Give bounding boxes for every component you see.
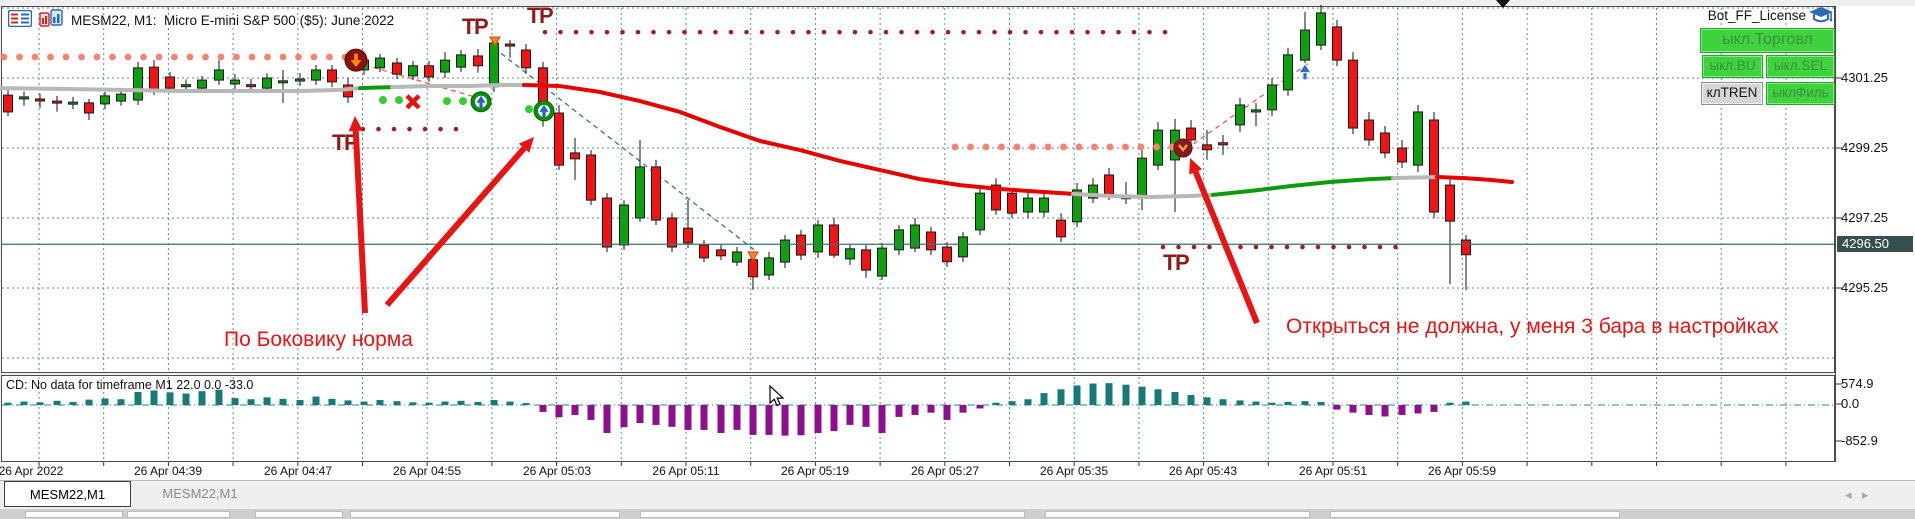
bottom-cell xyxy=(1330,511,1620,518)
indicator-tick-label: 0.0 xyxy=(1841,396,1860,411)
chart-windows-icon[interactable] xyxy=(39,9,64,32)
price-tick-label: 4301.25 xyxy=(1841,70,1888,85)
bottom-cell xyxy=(127,511,230,518)
time-tick-label: 26 Apr 05:43 xyxy=(1168,464,1238,478)
toggle-buy-button[interactable]: ыкл.BU xyxy=(1702,55,1763,78)
bottom-cell xyxy=(1045,511,1310,518)
time-tick-label: 26 Apr 2022 xyxy=(0,464,64,478)
current-price-badge: 4296.50 xyxy=(1837,236,1913,253)
time-tick-label: 26 Apr 04:55 xyxy=(392,464,462,478)
toggle-trend-button[interactable]: клTREN xyxy=(1701,82,1763,105)
scroll-end-marker-icon xyxy=(1496,0,1510,8)
tab-scroll-left-button[interactable]: ◂ xyxy=(1845,487,1852,502)
time-tick-label: 26 Apr 05:35 xyxy=(1039,464,1109,478)
tab-scroll-right-button[interactable]: ▸ xyxy=(1862,487,1869,502)
time-tick-label: 26 Apr 05:51 xyxy=(1298,464,1368,478)
bottom-cell xyxy=(25,511,123,518)
toggle-filter-button[interactable]: ыклФиль xyxy=(1766,82,1835,105)
indicator-panel[interactable] xyxy=(1,375,1835,462)
time-tick-label: 26 Apr 05:27 xyxy=(910,464,980,478)
license-label: Bot_FF_License xyxy=(1707,8,1806,23)
chart-plot-area[interactable] xyxy=(1,6,1835,373)
chart-title: MESM22, M1: Micro E-mini S&P 500 ($5): J… xyxy=(71,13,395,28)
graduation-cap-icon xyxy=(1808,6,1834,30)
chart-header: MESM22, M1: Micro E-mini S&P 500 ($5): J… xyxy=(7,9,395,32)
time-tick-label: 26 Apr 05:19 xyxy=(780,464,850,478)
bottom-cell xyxy=(640,511,1025,518)
indicator-name-label: CD: No data for timeframe M1 22.0 0.0 -3… xyxy=(6,378,254,392)
time-tick-label: 26 Apr 05:59 xyxy=(1427,464,1497,478)
time-tick-label: 26 Apr 04:39 xyxy=(133,464,203,478)
toggle-sell-button[interactable]: ыкл.SEL xyxy=(1766,55,1835,78)
tab-mesm22-active[interactable]: MESM22,M1 xyxy=(4,481,131,507)
price-axis[interactable] xyxy=(1835,6,1915,462)
chart-tab-bar xyxy=(0,480,1915,509)
bottom-cell xyxy=(255,511,343,518)
indicator-tick-label: 574.9 xyxy=(1841,376,1874,391)
time-tick-label: 26 Apr 05:03 xyxy=(522,464,592,478)
price-tick-label: 4297.25 xyxy=(1841,210,1888,225)
price-tick-label: 4295.25 xyxy=(1841,280,1888,295)
tab-mesm22-inactive[interactable]: MESM22,M1 xyxy=(162,486,238,501)
toggle-trading-button[interactable]: ыкл.Торговл xyxy=(1700,28,1835,53)
time-tick-label: 26 Apr 05:11 xyxy=(652,464,720,478)
chart-properties-icon[interactable] xyxy=(7,9,33,32)
time-tick-label: 26 Apr 04:47 xyxy=(263,464,333,478)
price-tick-label: 4299.25 xyxy=(1841,140,1888,155)
time-axis[interactable] xyxy=(0,462,1915,480)
indicator-tick-label: -852.9 xyxy=(1841,433,1878,448)
bottom-cell xyxy=(350,511,620,518)
